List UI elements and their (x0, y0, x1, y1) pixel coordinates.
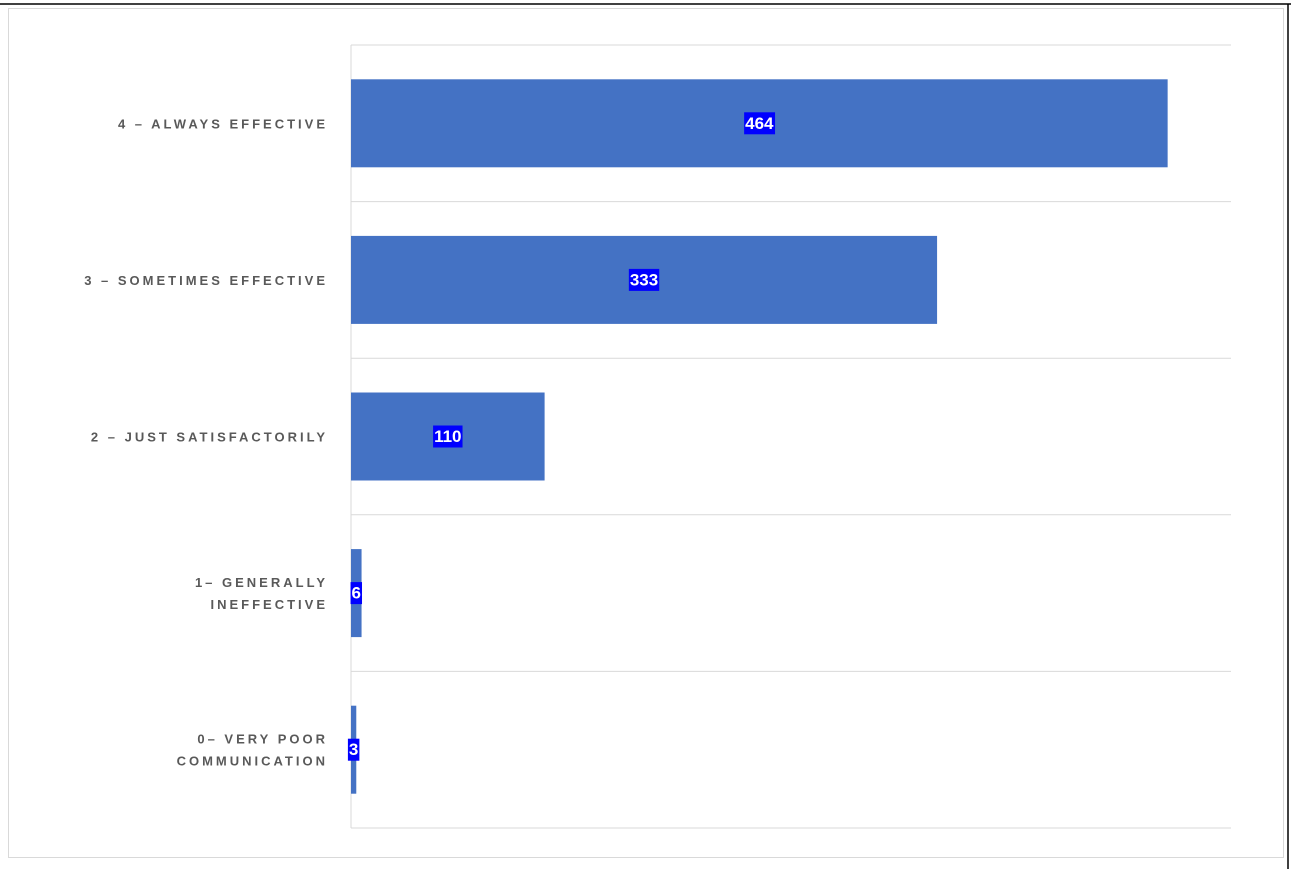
data-label-text: 110 (434, 427, 461, 446)
y-tick-label: 0– VERY POOR COMMUNICATION (177, 732, 328, 769)
label-line: COMMUNICATION (177, 754, 328, 769)
data-label: 333 (628, 268, 660, 291)
label-line: INEFFECTIVE (210, 597, 328, 612)
label-line: 1– GENERALLY (195, 575, 328, 590)
label-line: 0– VERY POOR (197, 732, 328, 747)
y-tick-label: 2 – JUST SATISFACTORILY (91, 430, 328, 445)
data-label-text: 6 (352, 584, 361, 603)
data-label: 3 (347, 738, 360, 761)
data-label: 6 (350, 582, 363, 605)
data-label-text: 3 (349, 740, 358, 759)
data-label-text: 464 (745, 114, 774, 133)
data-label-bg (433, 425, 463, 448)
y-tick-label: 4 – ALWAYS EFFECTIVE (118, 116, 328, 131)
data-label-bg (628, 268, 660, 291)
data-label-bg (350, 582, 363, 605)
data-label-bg (744, 112, 776, 135)
data-label-text: 333 (630, 270, 658, 289)
data-label: 464 (744, 112, 776, 135)
y-tick-label: 1– GENERALLY INEFFECTIVE (195, 575, 328, 612)
data-label: 110 (433, 425, 463, 448)
y-tick-label: 3 – SOMETIMES EFFECTIVE (84, 273, 328, 288)
data-label-bg (347, 738, 360, 761)
